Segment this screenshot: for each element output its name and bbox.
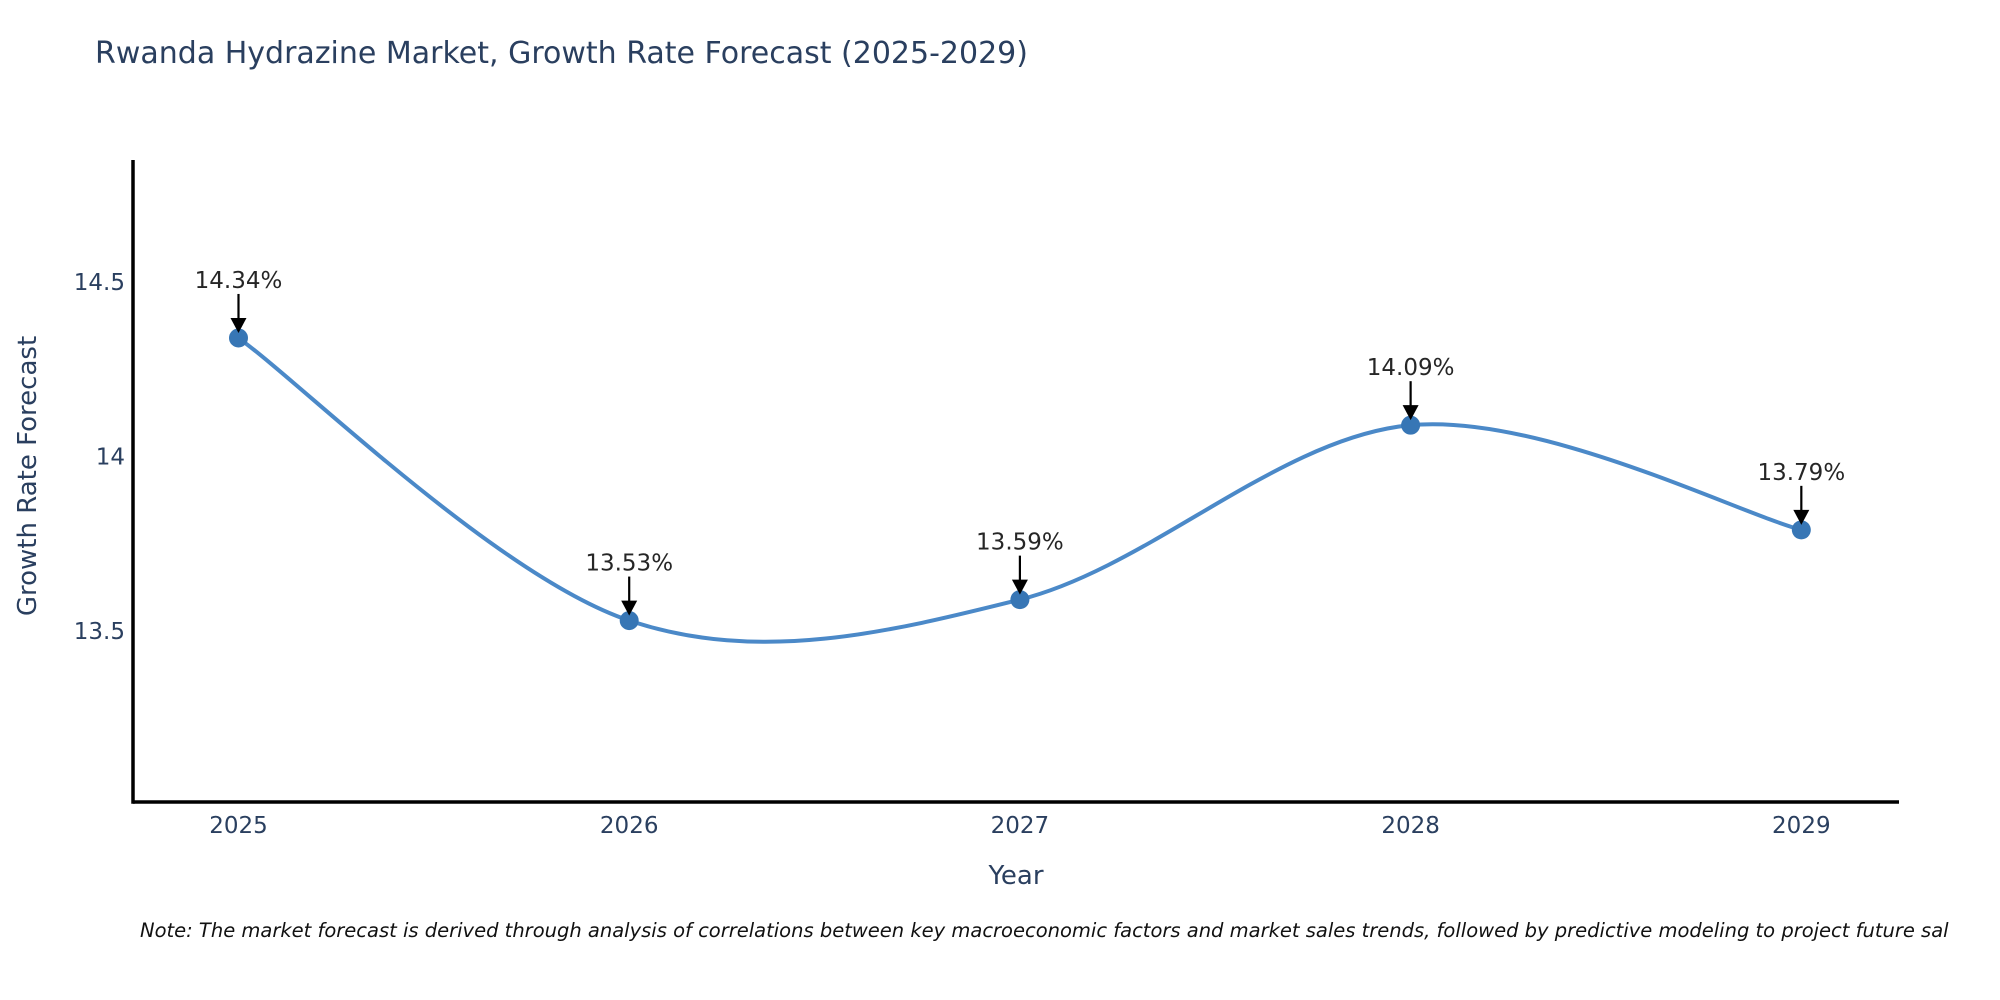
annotation-arrowhead [621,600,638,616]
data-point-marker [619,611,639,631]
y-tick-label: 14.5 [74,270,125,296]
annotation-arrowhead [1011,579,1028,595]
annotation-label: 13.59% [976,530,1064,556]
x-tick-label: 2026 [600,813,659,839]
y-tick-label: 14 [96,445,125,471]
x-tick-label: 2025 [209,813,268,839]
chart-title: Rwanda Hydrazine Market, Growth Rate For… [95,36,1028,71]
data-point-marker [1401,415,1421,435]
data-point-marker [1791,520,1811,540]
x-axis-title: Year [988,861,1044,891]
annotation-label: 14.09% [1367,355,1455,381]
annotation-label: 13.79% [1757,460,1845,486]
x-tick-label: 2029 [1772,813,1831,839]
y-tick-label: 13.5 [74,619,125,645]
annotation-label: 14.34% [195,268,283,294]
annotation-arrowhead [1793,509,1810,525]
annotation-arrowhead [230,317,247,333]
annotation-label: 13.53% [585,551,673,577]
x-tick-label: 2027 [991,813,1050,839]
footnote: Note: The market forecast is derived thr… [140,919,1949,942]
annotation-arrowhead [1402,405,1419,421]
x-tick-label: 2028 [1381,813,1440,839]
data-point-marker [228,328,248,348]
data-point-marker [1010,590,1030,610]
